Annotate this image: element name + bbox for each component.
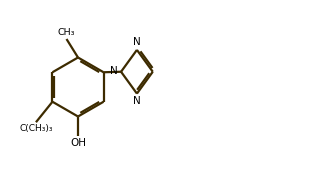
Text: OH: OH [70, 138, 86, 147]
Text: CH₃: CH₃ [57, 28, 75, 37]
Text: N: N [110, 66, 118, 76]
Text: N: N [133, 96, 140, 106]
Text: C(CH₃)₃: C(CH₃)₃ [19, 124, 53, 133]
Text: N: N [133, 37, 140, 47]
